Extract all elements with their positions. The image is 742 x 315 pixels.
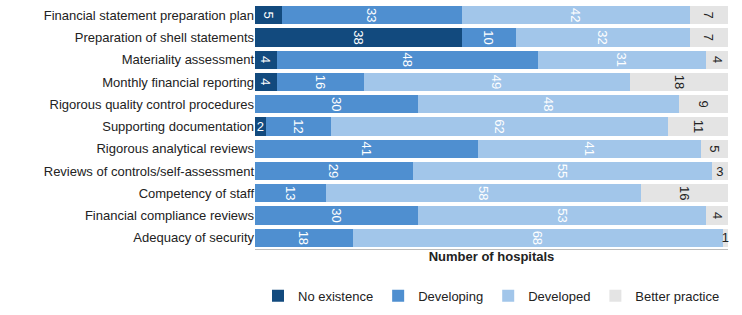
- svg-text:Preparation of shell statement: Preparation of shell statements: [75, 30, 255, 45]
- svg-text:48: 48: [541, 97, 556, 111]
- svg-text:48: 48: [400, 52, 415, 66]
- svg-text:68: 68: [530, 231, 545, 245]
- svg-text:29: 29: [326, 164, 341, 178]
- svg-text:2: 2: [257, 119, 264, 134]
- svg-text:41: 41: [359, 142, 374, 156]
- svg-text:5: 5: [261, 12, 276, 19]
- svg-text:Developed: Developed: [528, 289, 590, 304]
- svg-text:5: 5: [707, 145, 722, 152]
- svg-text:58: 58: [476, 186, 491, 200]
- svg-text:7: 7: [701, 34, 716, 41]
- svg-text:18: 18: [672, 75, 687, 89]
- svg-text:13: 13: [283, 186, 298, 200]
- svg-text:16: 16: [313, 75, 328, 89]
- svg-text:Materiality assessment: Materiality assessment: [122, 52, 255, 67]
- svg-text:Financial statement preparatio: Financial statement preparation plan: [44, 8, 254, 23]
- svg-text:10: 10: [481, 30, 496, 44]
- svg-text:41: 41: [582, 142, 597, 156]
- svg-text:30: 30: [329, 97, 344, 111]
- svg-text:Rigorous quality control proce: Rigorous quality control procedures: [50, 97, 255, 112]
- svg-text:30: 30: [329, 208, 344, 222]
- svg-text:Financial compliance reviews: Financial compliance reviews: [85, 208, 255, 223]
- svg-text:62: 62: [492, 119, 507, 133]
- svg-text:12: 12: [291, 119, 306, 133]
- svg-text:49: 49: [489, 75, 504, 89]
- svg-text:Adequacy of security: Adequacy of security: [133, 230, 254, 245]
- svg-text:4: 4: [710, 56, 725, 63]
- svg-text:16: 16: [677, 186, 692, 200]
- svg-text:31: 31: [614, 52, 629, 66]
- svg-text:4: 4: [258, 78, 273, 85]
- svg-text:3: 3: [716, 164, 723, 179]
- svg-text:9: 9: [696, 101, 711, 108]
- svg-text:No existence: No existence: [298, 289, 373, 304]
- svg-text:55: 55: [555, 164, 570, 178]
- svg-text:Developing: Developing: [418, 289, 483, 304]
- svg-text:38: 38: [351, 30, 366, 44]
- svg-text:Monthly financial reporting: Monthly financial reporting: [102, 75, 254, 90]
- svg-text:42: 42: [568, 8, 583, 22]
- svg-text:Better practice: Better practice: [635, 289, 719, 304]
- svg-text:4: 4: [710, 212, 725, 219]
- svg-text:18: 18: [296, 231, 311, 245]
- svg-text:Supporting documentation: Supporting documentation: [102, 119, 254, 134]
- svg-text:33: 33: [364, 8, 379, 22]
- svg-text:4: 4: [258, 56, 273, 63]
- svg-text:Reviews of controls/self-asses: Reviews of controls/self-assessment: [44, 164, 255, 179]
- svg-text:1: 1: [722, 230, 729, 245]
- svg-text:7: 7: [701, 12, 716, 19]
- svg-text:53: 53: [555, 208, 570, 222]
- svg-text:11: 11: [691, 120, 706, 134]
- svg-text:Number of hospitals: Number of hospitals: [429, 249, 555, 264]
- svg-text:Rigorous analytical reviews: Rigorous analytical reviews: [96, 141, 254, 156]
- svg-text:32: 32: [595, 30, 610, 44]
- svg-text:Competency of staff: Competency of staff: [139, 186, 255, 201]
